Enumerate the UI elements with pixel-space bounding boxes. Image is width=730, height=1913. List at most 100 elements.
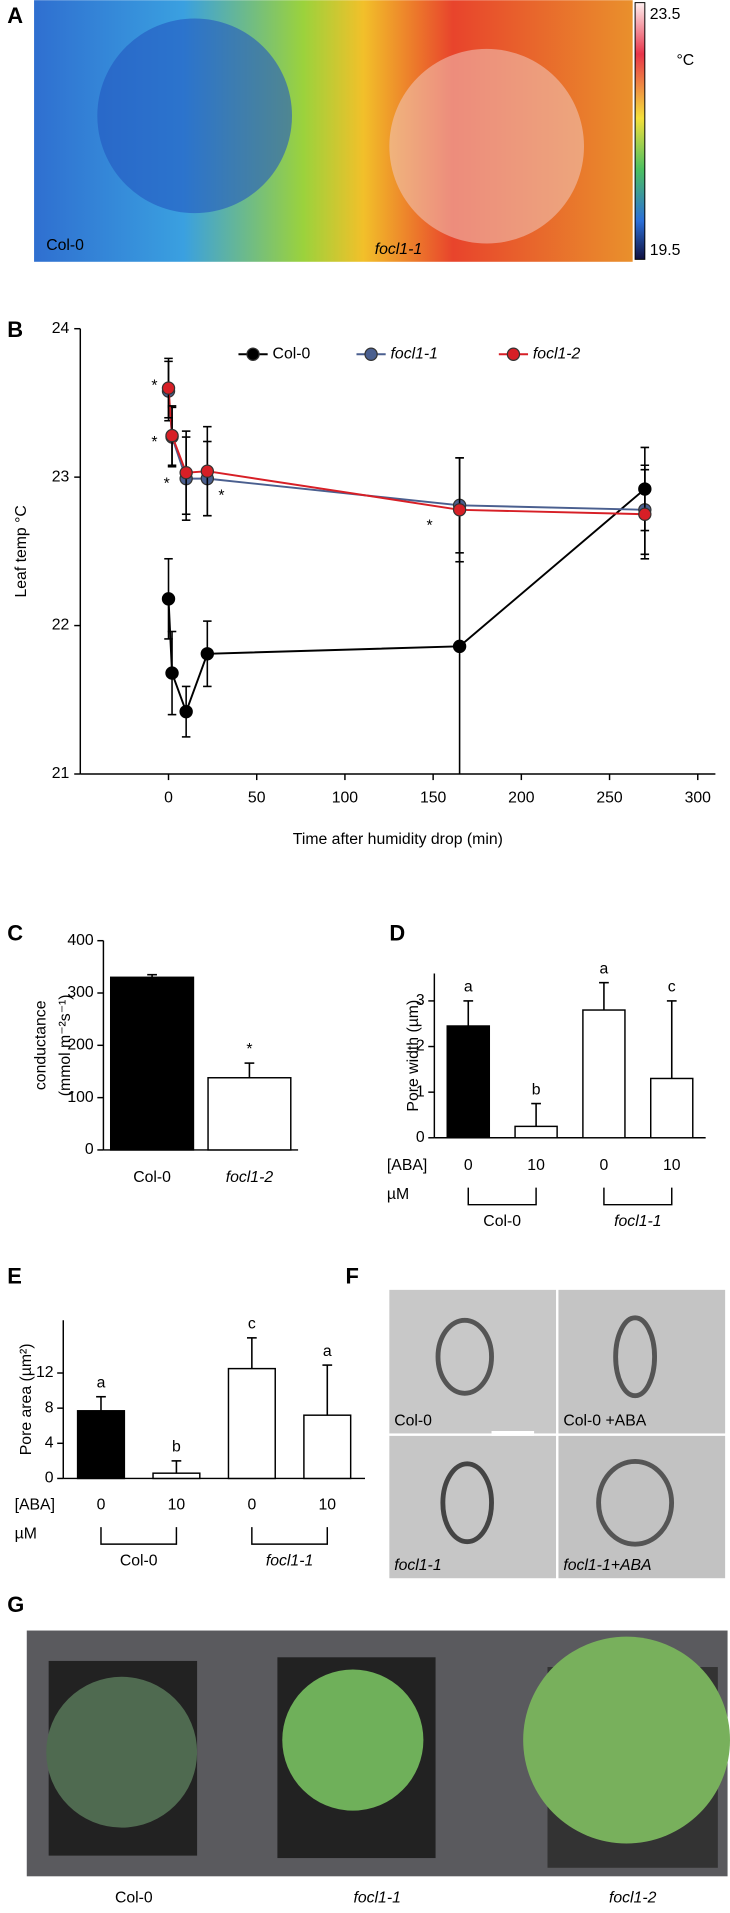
image-label: focl1-1+ABA: [563, 1557, 651, 1574]
image-label: focl1-1: [394, 1557, 441, 1574]
data-point: [165, 666, 179, 680]
plant: [523, 1636, 730, 1844]
y-axis-label: Leaf temp °C: [13, 505, 30, 597]
colorbar-unit: °C: [676, 52, 694, 69]
stoma: [596, 1458, 675, 1547]
y-tick-label: 200: [67, 1036, 94, 1053]
panel-g: [26, 1630, 730, 1877]
legend-marker: [506, 347, 521, 361]
group-bracket: [251, 1527, 329, 1545]
colorbar-tick-label: 23.5: [650, 6, 681, 23]
x-tick-label: 0: [247, 1496, 256, 1513]
image-label: focl1-1: [375, 241, 422, 258]
legend-label: Col-0: [273, 345, 311, 362]
bar-label: a: [464, 979, 473, 996]
y-tick-label: 22: [52, 617, 70, 634]
data-point: [179, 704, 193, 719]
panel-letter: G: [7, 1592, 24, 1617]
legend-label: focl1-1: [391, 345, 438, 362]
panel-a: [34, 0, 646, 262]
y-axis-label: Pore width (µm): [405, 1000, 422, 1112]
x-tick-label: 0: [97, 1496, 106, 1513]
data-point: [200, 464, 215, 478]
x-tick-label: 0: [164, 790, 173, 807]
bar-label: a: [600, 960, 609, 977]
colorbar-tick-label: 19.5: [650, 242, 681, 259]
y-tick-label: 100: [67, 1089, 94, 1106]
bar-label: *: [246, 1041, 252, 1058]
y-tick-label: 12: [36, 1364, 54, 1381]
y-tick-label: 3: [416, 992, 425, 1009]
y-tick-label: 1: [416, 1083, 425, 1100]
y-axis-unit: (mmol m⁻²s⁻¹): [57, 994, 74, 1096]
x-tick-label: 150: [420, 790, 447, 807]
bar: [649, 1077, 694, 1139]
y-axis-label: conductance: [33, 1000, 50, 1090]
annotation: *: [218, 488, 224, 505]
data-point: [179, 465, 193, 480]
group-label: Col-0: [483, 1213, 521, 1230]
series-line: [167, 390, 645, 511]
legend-marker: [364, 347, 378, 361]
group-bracket: [603, 1187, 673, 1206]
panel-letter: F: [346, 1263, 359, 1288]
data-point: [200, 647, 215, 661]
x-tick-label: 10: [318, 1496, 336, 1513]
series-line: [167, 388, 645, 516]
x-axis-label: µM: [15, 1526, 37, 1543]
annotation: *: [427, 517, 433, 534]
data-point: [452, 503, 467, 517]
x-tick-label: 10: [168, 1496, 186, 1513]
bar: [152, 1472, 201, 1480]
group-label: Col-0: [120, 1552, 158, 1569]
bar-label: c: [248, 1316, 256, 1333]
y-tick-label: 23: [52, 468, 70, 485]
y-tick-label: 0: [45, 1470, 54, 1487]
image-label: Col-0: [46, 237, 84, 254]
image-label: focl1-1: [353, 1889, 400, 1906]
y-tick-label: 0: [85, 1141, 94, 1158]
y-tick-label: 21: [52, 765, 70, 782]
stoma: [613, 1315, 657, 1399]
group-label: focl1-1: [614, 1213, 661, 1230]
micrograph: [389, 1289, 557, 1434]
bar-label: a: [323, 1343, 332, 1360]
image-label: Col-0 +ABA: [563, 1412, 646, 1429]
group-label: focl1-1: [266, 1552, 313, 1569]
stoma: [440, 1461, 494, 1545]
panel-f: [389, 1289, 726, 1579]
annotation: *: [151, 434, 157, 451]
panel-letter: C: [7, 920, 23, 945]
bar-label: c: [668, 979, 676, 996]
image-label: focl1-2: [609, 1889, 657, 1906]
data-point: [452, 639, 467, 654]
x-axis-label: [ABA]: [15, 1496, 55, 1513]
x-tick-label: 200: [508, 790, 535, 807]
bar: [109, 976, 195, 1151]
bar: [446, 1025, 491, 1139]
bar-label: b: [532, 1081, 541, 1098]
y-axis-label: Pore area (µm²): [18, 1343, 35, 1455]
legend-label: focl1-2: [533, 345, 581, 362]
y-tick-label: 400: [67, 932, 94, 949]
plant-shape: [97, 18, 292, 214]
panel-letter: B: [7, 317, 23, 342]
x-tick-label: Col-0: [133, 1169, 171, 1186]
y-tick-label: 24: [52, 320, 70, 337]
data-point: [161, 381, 176, 395]
stoma: [435, 1317, 494, 1396]
bar: [582, 1009, 626, 1139]
image-label: Col-0: [115, 1889, 153, 1906]
bar: [207, 1077, 292, 1151]
x-axis-label: Time after humidity drop (min): [293, 831, 503, 848]
x-tick-label: 300: [685, 790, 712, 807]
x-tick-label: 0: [464, 1157, 473, 1174]
group-bracket: [467, 1187, 537, 1206]
y-tick-label: 300: [67, 984, 94, 1001]
bar: [76, 1410, 126, 1480]
annotation: *: [151, 378, 157, 395]
bar-label: a: [97, 1375, 106, 1392]
annotation: *: [164, 476, 170, 493]
plot-area: [161, 357, 652, 774]
series-line: [167, 488, 646, 715]
